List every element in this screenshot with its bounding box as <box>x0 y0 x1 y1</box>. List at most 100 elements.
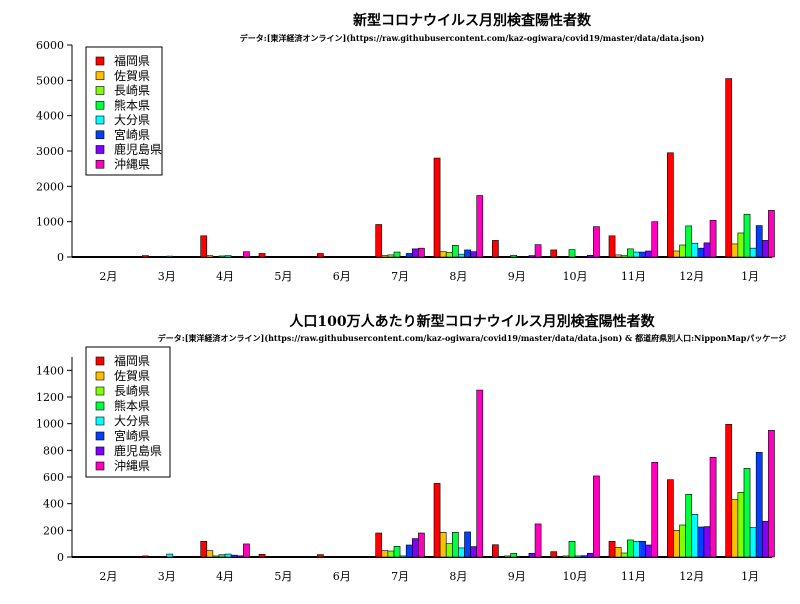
bar-大分県-1月 <box>750 248 756 257</box>
legend-label: 熊本県 <box>114 398 150 413</box>
bar-大分県-3月 <box>167 554 173 557</box>
bar-熊本県-10月 <box>569 250 575 257</box>
y-tick-label: 0 <box>57 551 64 564</box>
legend-label: 宮崎県 <box>114 127 150 142</box>
legend-label: 宮崎県 <box>114 428 150 443</box>
bar-熊本県-7月 <box>394 252 400 257</box>
bar-福岡県-11月 <box>609 541 615 557</box>
legend-label: 熊本県 <box>114 97 150 112</box>
bar-長崎県-11月 <box>621 553 627 557</box>
y-tick-label: 2000 <box>36 180 64 193</box>
legend-swatch <box>96 101 104 109</box>
bar-沖縄県-7月 <box>418 248 424 257</box>
bar-沖縄県-7月 <box>418 533 424 557</box>
legend-swatch <box>96 432 104 440</box>
y-tick-label: 6000 <box>36 39 64 52</box>
bar-福岡県-6月 <box>317 555 323 557</box>
x-tick-label: 7月 <box>391 570 409 583</box>
chart-subtitle: データ:[東洋経済オンライン](https://raw.githubuserco… <box>158 333 786 343</box>
bar-福岡県-4月 <box>201 541 207 557</box>
bar-熊本県-3月 <box>161 556 167 557</box>
bar-大分県-11月 <box>633 541 639 557</box>
legend-label: 佐賀県 <box>114 369 150 383</box>
x-tick-label: 3月 <box>158 270 176 283</box>
bar-宮崎県-4月 <box>231 256 237 257</box>
x-tick-label: 1月 <box>741 270 759 283</box>
bar-沖縄県-12月 <box>710 220 716 257</box>
bar-沖縄県-11月 <box>652 462 658 557</box>
legend-label: 沖縄県 <box>114 458 150 473</box>
bar-宮崎県-4月 <box>231 555 237 557</box>
legend-label: 福岡県 <box>114 53 150 68</box>
bar-福岡県-9月 <box>492 240 498 257</box>
legend-label: 沖縄県 <box>114 156 150 171</box>
x-tick-label: 11月 <box>621 270 646 283</box>
bar-熊本県-11月 <box>627 540 633 557</box>
bar-沖縄県-1月 <box>768 210 774 257</box>
bar-熊本県-9月 <box>511 553 517 557</box>
bar-沖縄県-10月 <box>593 476 599 557</box>
bar-福岡県-3月 <box>142 556 148 557</box>
x-tick-label: 5月 <box>274 270 292 283</box>
bar-福岡県-1月 <box>726 424 732 557</box>
bar-大分県-1月 <box>750 528 756 557</box>
x-tick-label: 9月 <box>508 570 526 583</box>
legend-label: 福岡県 <box>114 353 150 368</box>
y-tick-label: 1000 <box>36 216 64 229</box>
bar-福岡県-8月 <box>434 483 440 557</box>
legend-swatch <box>96 146 104 154</box>
bar-佐賀県-7月 <box>382 256 388 257</box>
bar-熊本県-9月 <box>511 255 517 257</box>
bar-佐賀県-4月 <box>207 256 213 257</box>
bar-宮崎県-11月 <box>640 252 646 257</box>
legend-swatch <box>96 160 104 168</box>
legend-label: 長崎県 <box>114 84 150 98</box>
legend-swatch <box>96 447 104 455</box>
bar-福岡県-9月 <box>492 545 498 557</box>
legend-label: 鹿児島県 <box>114 142 162 157</box>
bar-長崎県-1月 <box>738 492 744 557</box>
bar-長崎県-1月 <box>738 233 744 257</box>
bar-長崎県-7月 <box>388 255 394 257</box>
bar-佐賀県-1月 <box>732 244 738 257</box>
bar-長崎県-4月 <box>213 556 219 557</box>
y-tick-label: 0 <box>57 251 64 264</box>
bar-佐賀県-11月 <box>615 255 621 257</box>
bar-福岡県-7月 <box>376 533 382 557</box>
y-tick-label: 1200 <box>36 391 64 404</box>
bar-宮崎県-11月 <box>640 541 646 557</box>
legend-swatch <box>96 387 104 395</box>
legend-swatch <box>96 357 104 365</box>
bar-大分県-4月 <box>225 554 231 557</box>
chart-title: 新型コロナウイルス月別検査陽性者数 <box>353 12 592 29</box>
bar-鹿児島県-8月 <box>471 252 477 257</box>
bar-熊本県-8月 <box>452 532 458 557</box>
legend-label: 大分県 <box>114 414 150 428</box>
x-tick-label: 8月 <box>449 270 467 283</box>
bar-福岡県-10月 <box>551 552 557 557</box>
legend-swatch <box>96 57 104 65</box>
bar-宮崎県-8月 <box>465 250 471 257</box>
bar-熊本県-1月 <box>744 214 750 257</box>
chart-subtitle: データ:[東洋経済オンライン](https://raw.githubuserco… <box>240 33 705 43</box>
bar-宮崎県-1月 <box>756 226 762 257</box>
x-tick-label: 12月 <box>679 570 704 583</box>
bar-熊本県-1月 <box>744 468 750 557</box>
bar-佐賀県-7月 <box>382 551 388 557</box>
bar-宮崎県-12月 <box>698 248 704 257</box>
bar-宮崎県-12月 <box>698 527 704 557</box>
legend-label: 鹿児島県 <box>114 443 162 458</box>
bar-福岡県-12月 <box>667 480 673 557</box>
x-tick-label: 6月 <box>333 570 351 583</box>
bar-大分県-3月 <box>167 256 173 257</box>
bar-沖縄県-4月 <box>243 252 249 257</box>
bar-福岡県-12月 <box>667 153 673 257</box>
bar-福岡県-1月 <box>726 79 732 257</box>
x-tick-label: 1月 <box>741 570 759 583</box>
bar-宮崎県-8月 <box>465 532 471 557</box>
bar-熊本県-8月 <box>452 245 458 257</box>
legend-label: 長崎県 <box>114 384 150 398</box>
chart-1: 新型コロナウイルス月別検査陽性者数データ:[東洋経済オンライン](https:/… <box>36 12 774 283</box>
legend-swatch <box>96 462 104 470</box>
